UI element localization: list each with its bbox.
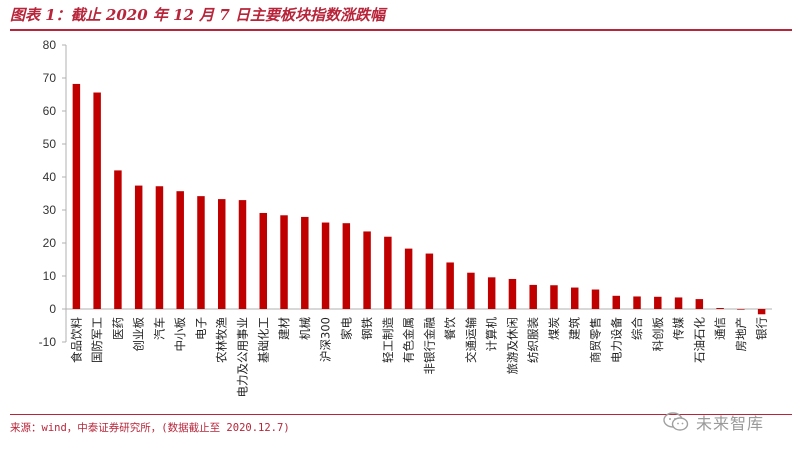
x-tick-label: 有色金属	[402, 317, 416, 363]
figure-title: 图表 1：截止 2020 年 12 月 7 日主要板块指数涨跌幅	[10, 2, 792, 31]
x-tick-label: 商贸零售	[589, 317, 603, 363]
bar-chart: -1001020304050607080 食品饮料 国防军工 医药 创业板 汽车 中小板电…	[39, 38, 772, 398]
bar	[757, 309, 766, 315]
bar	[446, 262, 454, 309]
y-tick-label: 10	[43, 269, 57, 283]
bar	[218, 199, 226, 309]
y-tick-label: 50	[43, 137, 57, 151]
x-tick-label: 银行	[755, 317, 769, 340]
x-tick-label: 医药	[111, 317, 125, 340]
x-tick-label: 计算机	[485, 317, 499, 352]
bar	[508, 278, 517, 309]
x-tick-label: 钢铁	[360, 317, 374, 340]
bar	[612, 295, 621, 309]
bar	[384, 236, 392, 309]
bar	[674, 297, 683, 309]
bar	[93, 92, 101, 309]
x-tick-label: 创业板	[132, 317, 146, 352]
bar	[363, 231, 371, 309]
x-tick-label: 石油石化	[692, 317, 706, 363]
y-tick-label: 70	[43, 71, 57, 85]
x-tick-label: 旅游及休闲	[505, 317, 519, 375]
bar	[425, 253, 434, 309]
bar	[342, 223, 351, 309]
y-tick-label: 40	[43, 170, 57, 184]
x-tick-label: 电力及公用事业	[236, 317, 250, 398]
bar	[134, 185, 143, 309]
y-tick-label: 30	[43, 203, 57, 217]
bar-series	[72, 83, 766, 315]
x-tick-label: 房地产	[734, 317, 748, 352]
bar	[695, 299, 704, 309]
y-tick-label: 0	[49, 302, 56, 316]
x-tick-label: 农林牧渔	[215, 317, 229, 363]
x-tick-label: 纺织服装	[526, 317, 540, 363]
y-tick-label: -10	[39, 335, 57, 349]
bar	[737, 309, 745, 310]
bar	[259, 212, 268, 309]
x-tick-label: 餐饮	[443, 317, 457, 340]
x-tick-label: 机械	[298, 317, 312, 340]
bar	[301, 216, 309, 309]
bar	[197, 196, 205, 309]
bar	[72, 83, 81, 309]
x-tick-label: 建筑	[568, 317, 582, 340]
x-tick-label: 基础化工	[256, 317, 270, 363]
bar	[238, 200, 247, 309]
source-note: 来源：wind，中泰证券研究所，(数据截止至 2020.12.7)	[10, 422, 290, 434]
watermark: 未来智库	[662, 410, 764, 434]
x-tick-label: 科创板	[651, 317, 665, 352]
y-tick-label: 80	[43, 38, 57, 52]
x-tick-label: 沪深300	[319, 317, 333, 362]
y-tick-label: 20	[43, 236, 57, 250]
footer-divider	[10, 414, 792, 415]
x-tick-label: 国防军工	[90, 317, 104, 363]
x-tick-label: 电子	[194, 317, 208, 340]
x-axis-labels: 食品饮料 国防军工 医药 创业板 汽车 中小板 电子 农林牧渔 电力及公用事业 基础化工 建材 机械沪…	[69, 317, 768, 398]
wechat-icon	[663, 412, 689, 431]
x-tick-label: 非银行金融	[422, 317, 436, 375]
bar	[654, 296, 662, 309]
x-tick-label: 综合	[630, 317, 644, 340]
x-tick-label: 中小板	[173, 317, 187, 352]
x-tick-label: 轻工制造	[381, 317, 395, 363]
bar	[176, 191, 184, 309]
bar	[591, 289, 600, 309]
bar	[280, 215, 288, 309]
watermark-text: 未来智库	[696, 414, 765, 433]
bar	[114, 170, 122, 309]
bar	[467, 272, 475, 309]
y-tick-label: 60	[43, 104, 57, 118]
bar	[633, 296, 641, 309]
bar	[571, 287, 579, 309]
bar	[529, 284, 537, 309]
bar	[404, 248, 413, 309]
bar	[716, 308, 724, 309]
bar	[487, 277, 496, 309]
bar	[321, 222, 330, 309]
x-tick-label: 传媒	[672, 317, 686, 340]
bar	[155, 186, 164, 309]
x-tick-label: 家电	[339, 317, 353, 340]
x-tick-label: 建材	[277, 317, 291, 340]
x-tick-label: 通信	[713, 317, 727, 340]
bar	[550, 285, 558, 309]
x-tick-label: 电力设备	[609, 317, 623, 363]
x-tick-label: 煤炭	[547, 317, 561, 340]
x-tick-label: 交通运输	[464, 317, 478, 363]
x-tick-label: 汽车	[152, 317, 166, 340]
x-tick-label: 食品饮料	[69, 317, 83, 363]
